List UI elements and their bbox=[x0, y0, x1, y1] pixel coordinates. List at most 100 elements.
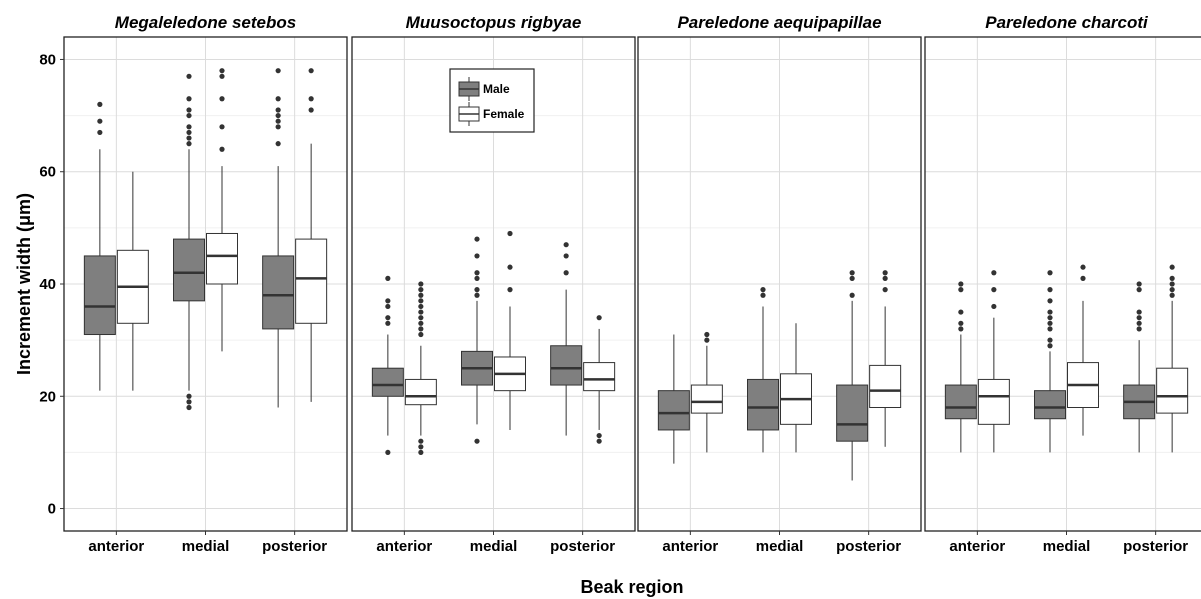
x-tick-label: posterior bbox=[550, 538, 615, 555]
box-posterior-female bbox=[1156, 264, 1189, 453]
box-posterior-female bbox=[869, 270, 902, 447]
outlier-point bbox=[474, 236, 480, 242]
box-iqr bbox=[206, 232, 238, 285]
box-iqr bbox=[747, 378, 779, 431]
box-iqr bbox=[836, 384, 869, 442]
outlier-point bbox=[97, 129, 103, 136]
legend-label-female: Female bbox=[483, 107, 525, 121]
outlier-point bbox=[474, 275, 480, 281]
outlier-point bbox=[275, 68, 281, 74]
outlier-point bbox=[882, 287, 888, 293]
outlier-point bbox=[760, 287, 766, 293]
outlier-point bbox=[385, 275, 391, 281]
outlier-point bbox=[563, 242, 569, 248]
outlier-point bbox=[958, 287, 964, 293]
outlier-point bbox=[882, 275, 888, 281]
outlier-point bbox=[991, 287, 997, 293]
box-posterior-male bbox=[262, 68, 295, 408]
outlier-point bbox=[849, 270, 855, 276]
box-anterior-female bbox=[977, 270, 1010, 453]
outlier-point bbox=[418, 281, 424, 287]
outlier-point bbox=[308, 68, 314, 74]
outlier-point bbox=[1136, 309, 1142, 315]
outlier-point bbox=[563, 253, 569, 259]
outlier-point bbox=[219, 146, 225, 152]
x-tick-label: anterior bbox=[949, 538, 1005, 555]
outlier-point bbox=[704, 337, 710, 343]
box-iqr bbox=[944, 384, 977, 420]
x-tick-label: posterior bbox=[262, 538, 327, 555]
box-iqr bbox=[295, 238, 328, 324]
panel-3: Pareledone aequipapillae bbox=[637, 13, 922, 532]
outlier-point bbox=[1136, 320, 1142, 326]
x-axis-title: Beak region bbox=[580, 577, 683, 597]
box-posterior-female bbox=[295, 68, 328, 402]
box-iqr bbox=[371, 367, 404, 397]
outlier-point bbox=[1080, 275, 1086, 281]
outlier-point bbox=[418, 315, 424, 321]
outlier-point bbox=[385, 449, 391, 456]
y-tick-label: 80 bbox=[39, 51, 56, 68]
outlier-point bbox=[563, 270, 569, 276]
outlier-point bbox=[507, 230, 513, 237]
outlier-point bbox=[418, 320, 424, 326]
outlier-point bbox=[1136, 281, 1142, 287]
box-iqr bbox=[262, 255, 295, 330]
outlier-point bbox=[958, 326, 964, 332]
outlier-point bbox=[704, 331, 710, 338]
panel-1: Megaleledone setebos bbox=[63, 13, 348, 532]
box-iqr bbox=[690, 384, 723, 414]
outlier-point bbox=[418, 298, 424, 304]
outlier-point bbox=[474, 270, 480, 276]
outlier-point bbox=[418, 326, 424, 332]
outlier-point bbox=[418, 444, 424, 450]
outlier-point bbox=[385, 315, 391, 321]
outlier-point bbox=[186, 124, 192, 130]
box-anterior-male bbox=[371, 275, 404, 456]
box-iqr bbox=[550, 345, 583, 386]
outlier-point bbox=[1047, 343, 1053, 349]
outlier-point bbox=[1136, 326, 1142, 332]
x-tick-label: posterior bbox=[1123, 538, 1188, 555]
box-iqr bbox=[1034, 390, 1066, 420]
box-iqr bbox=[977, 378, 1010, 425]
outlier-point bbox=[418, 331, 424, 338]
outlier-point bbox=[1047, 337, 1053, 343]
x-tick-label: medial bbox=[756, 538, 804, 555]
outlier-point bbox=[418, 309, 424, 315]
panel-4: Pareledone charcoti bbox=[924, 13, 1201, 532]
outlier-point bbox=[97, 118, 103, 124]
outlier-point bbox=[186, 393, 192, 399]
outlier-point bbox=[219, 96, 225, 102]
outlier-point bbox=[474, 253, 480, 259]
outlier-point bbox=[1080, 264, 1086, 270]
box-anterior-male bbox=[657, 334, 690, 464]
outlier-point bbox=[186, 135, 192, 141]
outlier-point bbox=[418, 292, 424, 298]
box-iqr bbox=[1156, 367, 1189, 414]
box-medial-female bbox=[1067, 264, 1099, 436]
box-anterior-female bbox=[690, 331, 723, 453]
box-posterior-male bbox=[550, 242, 583, 436]
outlier-point bbox=[186, 404, 192, 411]
outlier-point bbox=[186, 112, 192, 119]
outlier-point bbox=[1169, 264, 1175, 270]
outlier-point bbox=[1047, 298, 1053, 304]
outlier-point bbox=[1047, 320, 1053, 326]
outlier-point bbox=[275, 112, 281, 119]
outlier-point bbox=[385, 303, 391, 310]
outlier-point bbox=[596, 438, 602, 444]
x-tick-label: posterior bbox=[836, 538, 901, 555]
outlier-point bbox=[186, 399, 192, 405]
panel-title: Megaleledone setebos bbox=[115, 13, 296, 32]
box-anterior-male bbox=[83, 101, 116, 391]
box-iqr bbox=[404, 378, 437, 406]
box-anterior-female bbox=[404, 281, 437, 456]
x-tick-label: medial bbox=[182, 538, 230, 555]
panels-layer: Megaleledone setebos Muusoctopus rigbyae P… bbox=[63, 13, 1201, 532]
outlier-point bbox=[418, 303, 424, 310]
outlier-point bbox=[219, 73, 225, 79]
outlier-point bbox=[958, 281, 964, 287]
outlier-point bbox=[1136, 287, 1142, 293]
outlier-point bbox=[186, 107, 192, 113]
